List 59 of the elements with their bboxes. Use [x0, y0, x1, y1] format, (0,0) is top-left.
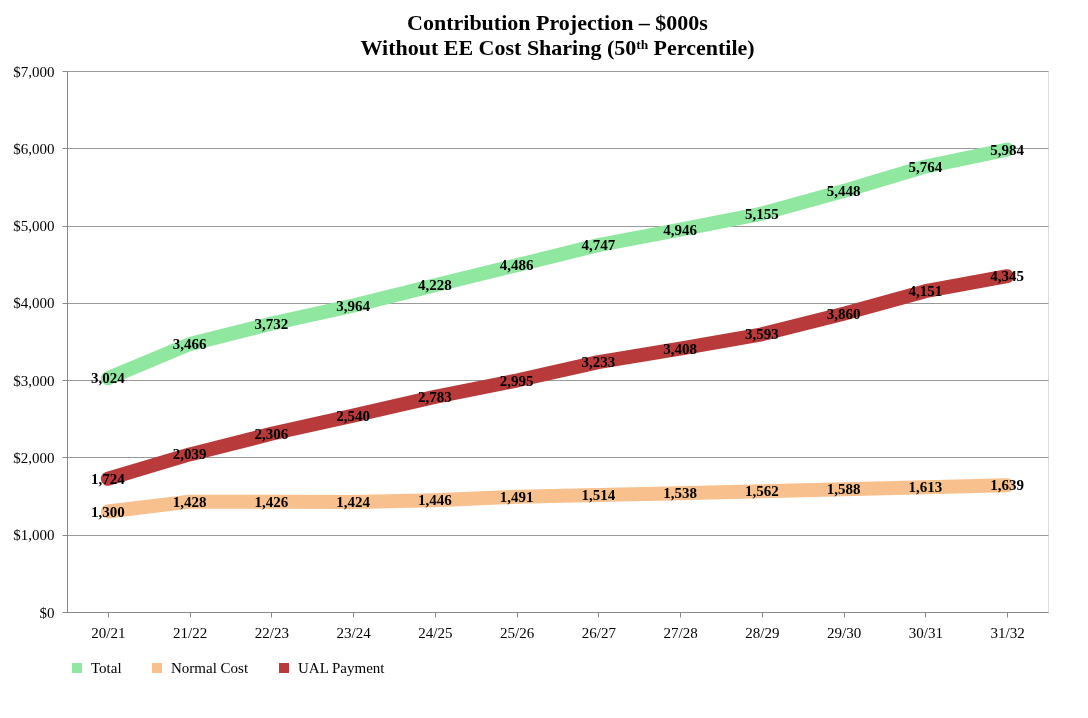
x-tick-label: 28/29 [745, 624, 780, 641]
x-tick-label: 26/27 [581, 624, 617, 641]
data-label: 3,024 [91, 370, 126, 387]
x-tick-label: 21/22 [173, 624, 208, 641]
y-tick-label: $6,000 [13, 140, 55, 157]
data-label: 1,446 [418, 492, 453, 509]
data-label: 3,732 [254, 315, 289, 332]
x-tick-label: 30/31 [908, 624, 943, 641]
data-label: 3,466 [172, 336, 207, 353]
chart-title: Contribution Projection – $000s [407, 10, 709, 35]
data-label: 1,588 [826, 481, 861, 498]
data-label: 2,783 [418, 388, 452, 405]
x-tick-label: 22/23 [254, 624, 289, 641]
data-label: 2,995 [499, 372, 534, 389]
x-tick-label: 20/21 [91, 624, 126, 641]
data-label: 1,424 [336, 493, 371, 510]
y-tick-label: $7,000 [13, 63, 55, 80]
chart-subtitle: Without EE Cost Sharing (50ᵗʰ Percentile) [360, 35, 755, 60]
data-label: 5,984 [990, 141, 1025, 158]
data-label: 1,491 [499, 488, 534, 505]
data-label: 1,426 [254, 493, 289, 510]
y-tick-label: $3,000 [13, 372, 55, 389]
data-label: 1,300 [91, 503, 125, 520]
data-label: 4,151 [908, 283, 943, 300]
data-label: 3,964 [336, 297, 371, 314]
data-label: 5,448 [826, 182, 861, 199]
y-tick-label: $5,000 [13, 218, 55, 235]
x-tick-label: 31/32 [990, 624, 1025, 641]
data-label: 3,860 [826, 305, 861, 322]
legend-label: Total [91, 660, 122, 676]
data-label: 4,747 [581, 237, 616, 254]
y-tick-label: $2,000 [13, 449, 55, 466]
data-label: 1,428 [172, 493, 207, 510]
data-label: 5,764 [908, 158, 943, 175]
data-label: 1,514 [581, 486, 616, 503]
x-tick-label: 24/25 [418, 624, 453, 641]
data-label: 1,639 [990, 477, 1024, 494]
data-label: 4,228 [418, 277, 452, 294]
data-label: 1,613 [908, 479, 943, 496]
x-tick-label: 27/28 [663, 624, 698, 641]
data-label: 2,306 [254, 425, 289, 442]
x-tick-label: 29/30 [827, 624, 862, 641]
legend-label: UAL Payment [298, 660, 386, 676]
data-label: 1,538 [663, 485, 697, 502]
y-tick-label: $4,000 [13, 295, 55, 312]
data-label: 4,486 [499, 257, 534, 274]
data-label: 3,593 [745, 326, 779, 343]
data-label: 2,540 [336, 407, 370, 424]
legend-label: Normal Cost [171, 660, 249, 676]
y-tick-label: $0 [39, 604, 55, 621]
data-label: 2,039 [172, 446, 207, 463]
data-label: 4,946 [663, 221, 698, 238]
data-label: 5,155 [745, 205, 779, 222]
y-tick-label: $1,000 [13, 527, 55, 544]
x-tick-label: 23/24 [336, 624, 372, 641]
data-label: 3,233 [581, 354, 616, 371]
data-label: 1,562 [745, 483, 779, 500]
data-label: 3,408 [663, 340, 697, 357]
x-tick-label: 25/26 [500, 624, 535, 641]
